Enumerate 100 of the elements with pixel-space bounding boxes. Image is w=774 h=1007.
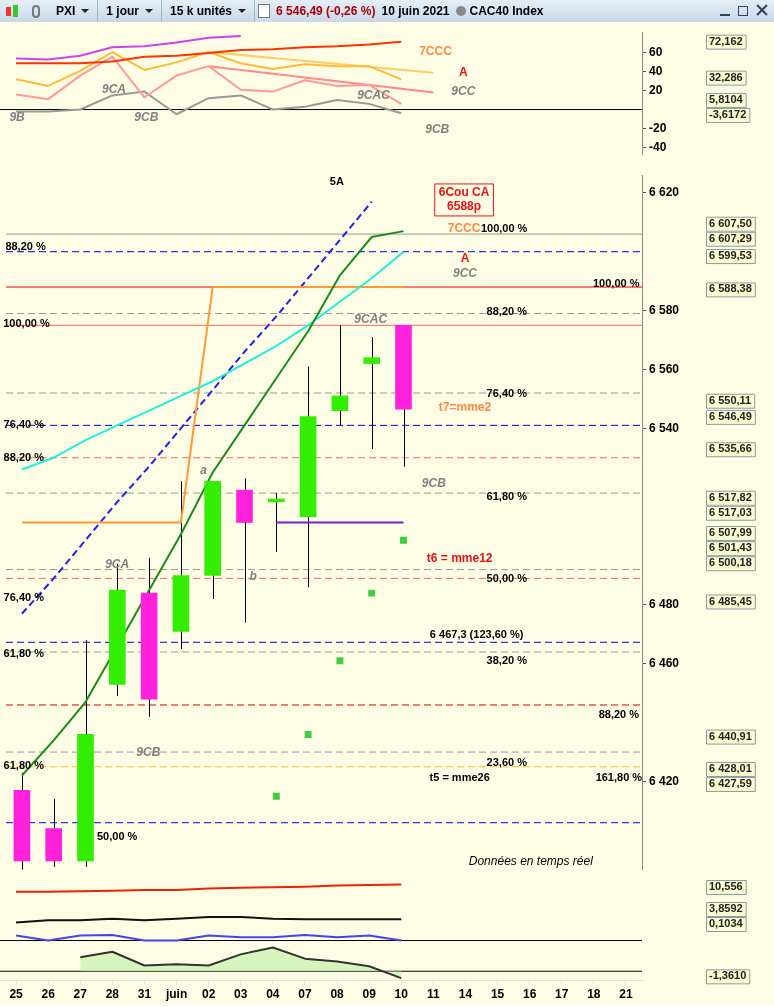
text: 6 546,49 (-0,26 %) — [276, 4, 376, 18]
annotation: 100,00 % — [480, 222, 528, 235]
y-tick-label: 6 620 — [649, 185, 680, 200]
text: 6 535,66 — [709, 442, 752, 455]
annotation: 61,80 % — [486, 489, 528, 502]
ref-line-label: 6 467,3 (123,60 %) — [429, 627, 524, 640]
text: 6 501,43 — [709, 541, 752, 554]
text: 10 juin 2021 — [381, 4, 450, 18]
x-tick-label: 31 — [137, 987, 152, 1002]
text: 15 k unités — [170, 4, 233, 18]
text: 6 485,45 — [709, 594, 752, 607]
annotation: 50,00 % — [486, 571, 528, 584]
annotation: 9B — [9, 110, 26, 125]
text: 5,8104 — [709, 92, 744, 105]
y-tick-label: 20 — [649, 82, 663, 97]
x-tick-label: 09 — [362, 987, 377, 1002]
text: 0,1034 — [709, 917, 744, 930]
y-tick-label: 6 480 — [649, 597, 680, 612]
x-tick-label: juin — [164, 987, 188, 1002]
annotation: 88,20 % — [486, 305, 528, 318]
text: CAC40 Index — [469, 4, 544, 18]
x-tick-label: 08 — [330, 987, 345, 1002]
text: 6 546,49 — [709, 409, 752, 422]
text: 32,286 — [709, 70, 743, 83]
annotation: 7CCC — [447, 220, 481, 235]
text: -1,3610 — [709, 969, 747, 982]
annotation: 5A — [329, 174, 344, 187]
annotation: 76,40 % — [3, 590, 45, 603]
annotation: A — [458, 64, 468, 79]
annotation: a — [200, 463, 208, 478]
x-tick-label: 27 — [73, 987, 88, 1002]
annotation: 9CB — [134, 110, 159, 125]
text: 3,8592 — [709, 902, 743, 915]
annotation: 9CAC — [354, 312, 388, 327]
y-tick-label: 6 460 — [649, 656, 680, 671]
annotation: A — [460, 251, 470, 266]
annotation: 76,40 % — [486, 387, 528, 400]
x-tick-label: 02 — [201, 987, 216, 1002]
text: 6 599,53 — [709, 249, 752, 262]
text: 6 607,29 — [709, 231, 752, 244]
annotation: 88,20 % — [598, 707, 640, 720]
text: 6 607,50 — [709, 216, 752, 229]
annotation: 9CB — [425, 122, 450, 137]
annotation: 9CC — [452, 266, 478, 281]
x-tick-label: 26 — [41, 987, 56, 1002]
y-tick-label: 6 540 — [649, 420, 680, 435]
y-tick-label: -40 — [649, 139, 667, 154]
annotation: 6Cou CA 6588p — [438, 185, 490, 214]
text: 6 517,03 — [709, 505, 752, 518]
annotation: 9CAC — [357, 87, 391, 102]
text: 6 440,91 — [709, 729, 752, 742]
annotation: 100,00 % — [3, 316, 50, 329]
x-tick-label: 03 — [234, 987, 248, 1002]
annotation: 23,60 % — [486, 756, 528, 769]
x-tick-label: 28 — [105, 987, 120, 1002]
text: 6 428,01 — [709, 761, 752, 774]
annotation: 9CC — [451, 83, 476, 98]
x-tick-label: 21 — [619, 987, 633, 1002]
text: 10,556 — [709, 880, 743, 893]
text: 6 507,99 — [709, 526, 752, 538]
annotation: t7=mme2 — [438, 399, 492, 414]
annotation: t6 = mme12 — [426, 550, 493, 565]
annotation: 7CCC — [419, 44, 453, 59]
annotation: 9CA — [105, 556, 130, 571]
text: PXI — [56, 4, 76, 18]
y-tick-label: 6 420 — [649, 773, 680, 788]
x-tick-label: 18 — [587, 987, 601, 1002]
y-tick-label: 6 560 — [649, 361, 680, 376]
annotation: 161,80 % — [595, 771, 643, 784]
y-tick-label: 40 — [649, 64, 663, 79]
annotation: 9CB — [136, 745, 161, 760]
y-tick-label: 6 580 — [649, 302, 680, 317]
text: 6 517,82 — [709, 490, 752, 503]
annotation: 88,20 % — [5, 239, 46, 252]
x-tick-label: 17 — [555, 987, 569, 1002]
y-tick-label: 60 — [649, 45, 663, 60]
text: 6 500,18 — [709, 556, 752, 569]
annotation: 38,20 % — [486, 654, 528, 667]
x-tick-label: 15 — [490, 987, 505, 1002]
text: 72,162 — [709, 34, 743, 47]
x-tick-label: 11 — [427, 987, 441, 1002]
annotation: 50,00 % — [97, 829, 138, 842]
x-tick-label: 10 — [394, 987, 409, 1002]
annotation: 9CA — [102, 81, 127, 96]
annotation: 61,80 % — [3, 759, 45, 772]
text: 1 jour — [106, 4, 140, 18]
text: -3,6172 — [709, 107, 747, 120]
x-tick-label: 16 — [522, 987, 537, 1002]
annotation: Données en temps réel — [468, 853, 594, 868]
annotation: 61,80 % — [3, 646, 45, 659]
annotation: t5 = mme26 — [429, 770, 490, 783]
x-tick-label: 14 — [458, 987, 473, 1002]
annotation: 100,00 % — [592, 276, 640, 289]
annotation: 9CB — [421, 475, 447, 490]
text: 6 427,59 — [709, 776, 752, 789]
text: 6 588,38 — [709, 282, 752, 295]
text: 6 550,11 — [709, 393, 752, 406]
x-tick-label: 04 — [266, 987, 280, 1002]
x-tick-label: 25 — [9, 987, 24, 1002]
y-tick-label: -20 — [649, 120, 667, 135]
